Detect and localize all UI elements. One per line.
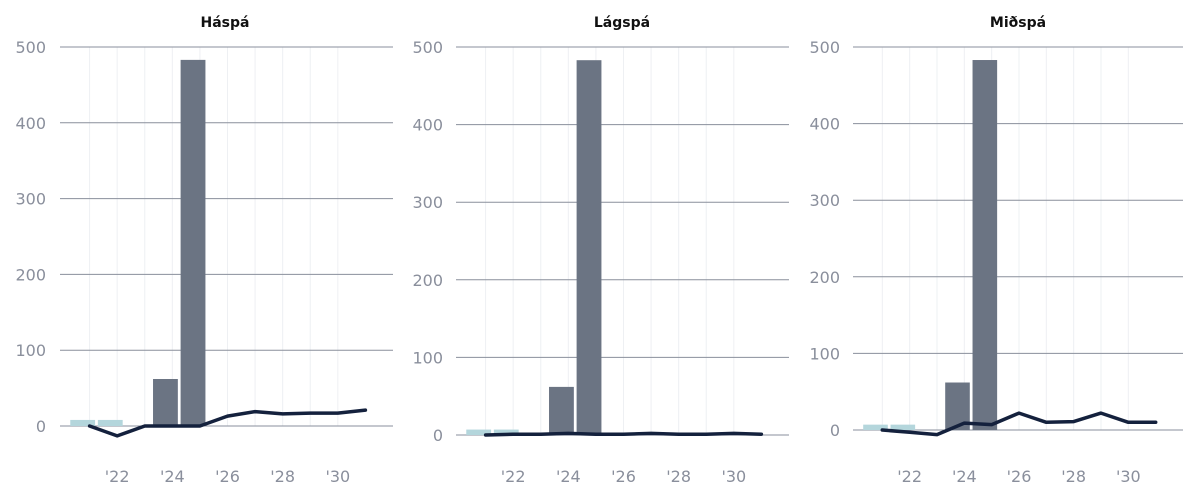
bar-dark-1 bbox=[972, 60, 998, 430]
bar-light-1 bbox=[97, 419, 123, 426]
x-tick-label: '26 bbox=[611, 467, 636, 486]
y-tick-label: 200 bbox=[412, 271, 443, 290]
panel-title: Háspá bbox=[201, 15, 250, 31]
y-tick-label: 300 bbox=[412, 193, 443, 212]
y-tick-label: 100 bbox=[809, 344, 840, 363]
panel-title: Lágspá bbox=[594, 15, 650, 31]
panel-haspa: 0 100 200 300 400 500 '22 '24 '26 '28 '30 Háspá bbox=[15, 15, 393, 486]
y-tick-label: 400 bbox=[412, 116, 443, 135]
x-tick-label: '28 bbox=[270, 467, 295, 486]
y-tick-label: 200 bbox=[809, 268, 840, 287]
x-tick-label: '24 bbox=[160, 467, 185, 486]
y-tick-label: 500 bbox=[412, 38, 443, 57]
bar-light-0 bbox=[466, 429, 492, 435]
y-tick-label: 400 bbox=[15, 114, 46, 133]
bar-light-1 bbox=[493, 429, 519, 435]
x-tick-label: '22 bbox=[105, 467, 130, 486]
x-tick-label: '22 bbox=[897, 467, 922, 486]
y-tick-label: 100 bbox=[412, 348, 443, 367]
y-tick-label: 0 bbox=[830, 421, 840, 440]
x-tick-label: '24 bbox=[556, 467, 581, 486]
x-tick-label: '30 bbox=[1116, 467, 1141, 486]
y-tick-label: 500 bbox=[809, 38, 840, 57]
panel-midspa: 0 100 200 300 400 500 '22 '24 '26 '28 '30 Miðspá bbox=[809, 15, 1183, 486]
x-tick-label: '30 bbox=[721, 467, 746, 486]
x-tick-label: '26 bbox=[1007, 467, 1032, 486]
y-tick-label: 0 bbox=[36, 417, 46, 436]
y-tick-label: 300 bbox=[809, 191, 840, 210]
x-tick-label: '28 bbox=[1061, 467, 1086, 486]
bar-dark-1 bbox=[180, 59, 206, 427]
y-tick-label: 300 bbox=[15, 190, 46, 209]
y-tick-label: 500 bbox=[15, 38, 46, 57]
y-tick-label: 0 bbox=[433, 426, 443, 445]
x-tick-label: '24 bbox=[952, 467, 977, 486]
bar-dark-0 bbox=[549, 386, 574, 435]
x-tick-label: '26 bbox=[215, 467, 240, 486]
x-tick-label: '30 bbox=[325, 467, 350, 486]
panel-title: Miðspá bbox=[990, 15, 1046, 31]
bar-dark-1 bbox=[576, 60, 602, 435]
y-tick-label: 400 bbox=[809, 115, 840, 134]
bar-dark-0 bbox=[153, 379, 178, 426]
bar-light-0 bbox=[70, 419, 96, 426]
bar-light-0 bbox=[863, 424, 888, 430]
series-line bbox=[87, 408, 368, 438]
series-line bbox=[483, 431, 764, 437]
bar-light-1 bbox=[890, 424, 916, 430]
panel-lagspa: 0 100 200 300 400 500 '22 '24 '26 '28 '30 Lágspá bbox=[412, 15, 789, 486]
x-tick-label: '22 bbox=[501, 467, 526, 486]
x-tick-label: '28 bbox=[666, 467, 691, 486]
y-tick-label: 100 bbox=[15, 341, 46, 360]
series-line bbox=[880, 411, 1158, 437]
y-tick-label: 200 bbox=[15, 265, 46, 284]
